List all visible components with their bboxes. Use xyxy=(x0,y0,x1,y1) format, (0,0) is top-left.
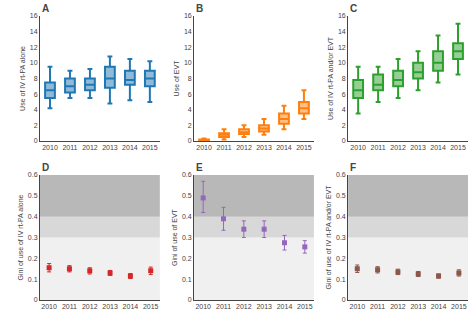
svg-text:2013: 2013 xyxy=(102,144,118,151)
svg-text:Gini of use of IV rt-PA and/or: Gini of use of IV rt-PA and/or EVT xyxy=(325,185,332,290)
svg-text:0.3: 0.3 xyxy=(336,234,346,241)
svg-text:8: 8 xyxy=(34,75,38,82)
svg-text:0.6: 0.6 xyxy=(28,171,38,178)
svg-text:2012: 2012 xyxy=(390,144,406,151)
svg-text:8: 8 xyxy=(342,75,346,82)
svg-text:2013: 2013 xyxy=(410,303,426,310)
svg-text:2011: 2011 xyxy=(371,144,386,151)
svg-text:0: 0 xyxy=(342,137,346,144)
svg-text:6: 6 xyxy=(188,91,192,98)
svg-text:2015: 2015 xyxy=(297,303,313,310)
svg-text:0.4: 0.4 xyxy=(336,213,346,220)
svg-text:10: 10 xyxy=(338,59,346,66)
svg-text:2015: 2015 xyxy=(142,144,158,151)
svg-text:2011: 2011 xyxy=(370,303,385,310)
svg-text:2014: 2014 xyxy=(276,144,292,151)
svg-text:C: C xyxy=(350,3,357,14)
svg-text:0.4: 0.4 xyxy=(28,213,38,220)
svg-text:Use of EVT: Use of EVT xyxy=(173,60,180,97)
svg-text:0.5: 0.5 xyxy=(28,192,38,199)
svg-text:A: A xyxy=(42,3,49,14)
svg-text:2011: 2011 xyxy=(217,144,232,151)
svg-text:2014: 2014 xyxy=(122,144,138,151)
svg-text:14: 14 xyxy=(184,28,192,35)
svg-text:0.5: 0.5 xyxy=(182,192,192,199)
svg-text:2013: 2013 xyxy=(256,144,272,151)
svg-text:Gini of use of IV rt-PA alone: Gini of use of IV rt-PA alone xyxy=(17,194,24,280)
svg-text:0.6: 0.6 xyxy=(336,171,346,178)
svg-text:2015: 2015 xyxy=(451,303,467,310)
svg-text:0.2: 0.2 xyxy=(336,255,346,262)
svg-text:10: 10 xyxy=(184,59,192,66)
svg-text:12: 12 xyxy=(30,44,38,51)
svg-text:14: 14 xyxy=(338,28,346,35)
svg-text:D: D xyxy=(42,162,49,173)
svg-text:0.6: 0.6 xyxy=(182,171,192,178)
svg-text:0: 0 xyxy=(34,296,38,303)
svg-text:2010: 2010 xyxy=(41,303,57,310)
svg-text:2012: 2012 xyxy=(82,144,98,151)
svg-text:2011: 2011 xyxy=(216,303,231,310)
svg-text:2010: 2010 xyxy=(349,303,365,310)
svg-text:E: E xyxy=(196,162,203,173)
svg-text:2013: 2013 xyxy=(102,303,118,310)
svg-text:2: 2 xyxy=(342,122,346,129)
svg-text:2013: 2013 xyxy=(256,303,272,310)
svg-text:0: 0 xyxy=(34,137,38,144)
svg-text:2015: 2015 xyxy=(143,303,159,310)
svg-text:2012: 2012 xyxy=(236,303,252,310)
svg-text:0.3: 0.3 xyxy=(182,234,192,241)
svg-text:16: 16 xyxy=(30,12,38,19)
svg-text:4: 4 xyxy=(188,106,192,113)
svg-text:0.1: 0.1 xyxy=(28,276,38,283)
svg-text:2010: 2010 xyxy=(196,144,212,151)
svg-text:2010: 2010 xyxy=(350,144,366,151)
svg-text:Use of IV rt-PA and/or EVT: Use of IV rt-PA and/or EVT xyxy=(327,36,334,120)
svg-text:F: F xyxy=(350,162,356,173)
svg-text:12: 12 xyxy=(184,44,192,51)
svg-text:0: 0 xyxy=(342,296,346,303)
svg-text:0.1: 0.1 xyxy=(182,276,192,283)
svg-text:0.2: 0.2 xyxy=(182,255,192,262)
svg-text:2015: 2015 xyxy=(296,144,312,151)
svg-text:2014: 2014 xyxy=(430,144,446,151)
svg-text:0.1: 0.1 xyxy=(336,276,346,283)
svg-text:6: 6 xyxy=(342,91,346,98)
svg-text:2: 2 xyxy=(188,122,192,129)
svg-text:2015: 2015 xyxy=(450,144,466,151)
svg-text:B: B xyxy=(196,3,203,14)
svg-text:16: 16 xyxy=(184,12,192,19)
svg-text:14: 14 xyxy=(30,28,38,35)
svg-text:2012: 2012 xyxy=(82,303,98,310)
svg-text:Gini of use of EVT: Gini of use of EVT xyxy=(171,208,178,266)
svg-text:2014: 2014 xyxy=(123,303,139,310)
svg-text:0.2: 0.2 xyxy=(28,255,38,262)
svg-text:4: 4 xyxy=(342,106,346,113)
svg-text:0: 0 xyxy=(188,296,192,303)
svg-text:12: 12 xyxy=(338,44,346,51)
svg-text:2013: 2013 xyxy=(410,144,426,151)
svg-text:2010: 2010 xyxy=(42,144,58,151)
svg-text:6: 6 xyxy=(34,91,38,98)
svg-text:0.5: 0.5 xyxy=(336,192,346,199)
svg-text:2010: 2010 xyxy=(195,303,211,310)
svg-text:8: 8 xyxy=(188,75,192,82)
svg-text:10: 10 xyxy=(30,59,38,66)
svg-text:0.3: 0.3 xyxy=(28,234,38,241)
svg-text:2014: 2014 xyxy=(277,303,293,310)
svg-text:0: 0 xyxy=(188,137,192,144)
svg-text:0.4: 0.4 xyxy=(182,213,192,220)
svg-text:16: 16 xyxy=(338,12,346,19)
svg-text:2011: 2011 xyxy=(62,144,77,151)
svg-text:2011: 2011 xyxy=(62,303,77,310)
svg-text:4: 4 xyxy=(34,106,38,113)
svg-text:2012: 2012 xyxy=(236,144,252,151)
svg-text:2: 2 xyxy=(34,122,38,129)
svg-text:2014: 2014 xyxy=(431,303,447,310)
svg-text:Use of IV rt-PA alone: Use of IV rt-PA alone xyxy=(19,46,26,111)
svg-text:2012: 2012 xyxy=(390,303,406,310)
